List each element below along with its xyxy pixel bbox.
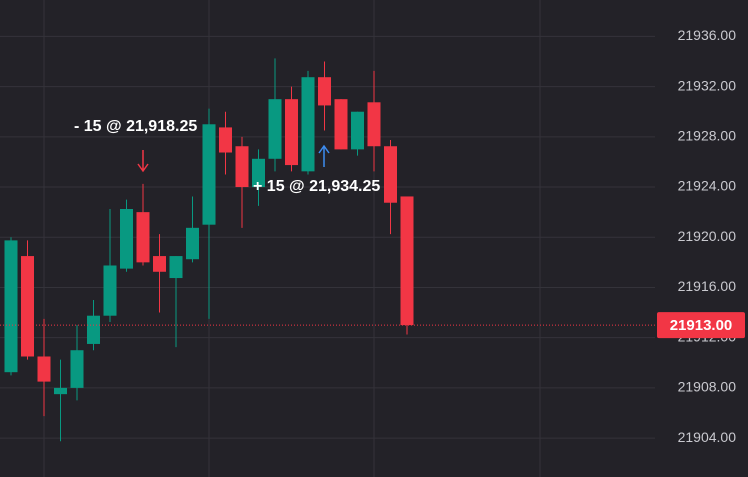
last-price-label: 21913.00: [670, 317, 733, 334]
y-tick-label: 21920.00: [678, 228, 737, 244]
candle-body: [136, 212, 150, 263]
y-tick-label: 21932.00: [678, 77, 737, 93]
y-tick-label: 21936.00: [678, 27, 737, 43]
trade-annotation: + 15 @ 21,934.25: [253, 178, 380, 195]
candle-body: [70, 350, 84, 388]
trade-annotation: - 15 @ 21,918.25: [74, 118, 197, 135]
candle-body: [334, 99, 348, 150]
candle-body: [285, 99, 298, 166]
y-tick-label: 21916.00: [678, 278, 737, 294]
candle-body: [235, 146, 249, 188]
candle-body: [4, 240, 18, 373]
y-tick-label: 21924.00: [678, 178, 737, 194]
candle-body: [252, 158, 265, 188]
candle-body: [103, 265, 117, 316]
y-tick-label: 21908.00: [678, 379, 737, 395]
candle-body: [301, 77, 315, 172]
candle-body: [153, 256, 166, 272]
candle-body: [202, 124, 216, 225]
candle-body: [400, 196, 414, 326]
candle-body: [318, 77, 331, 106]
y-tick-label: 21904.00: [678, 429, 737, 445]
candle-body: [169, 256, 183, 279]
sell-arrow: [137, 150, 149, 173]
candle-body: [219, 127, 232, 153]
candle-body: [120, 209, 133, 269]
candle-body: [367, 102, 381, 147]
candle-body: [54, 387, 67, 395]
candle-body: [87, 315, 100, 344]
candle-body: [384, 146, 397, 203]
buy-arrow: [318, 144, 330, 167]
y-tick-label: 21928.00: [678, 128, 737, 144]
candle-body: [186, 227, 199, 260]
last-price-box: [657, 312, 745, 339]
candle-body: [268, 99, 282, 159]
candle-body: [21, 256, 34, 357]
candle-body: [37, 356, 51, 382]
candle-body: [351, 111, 364, 150]
